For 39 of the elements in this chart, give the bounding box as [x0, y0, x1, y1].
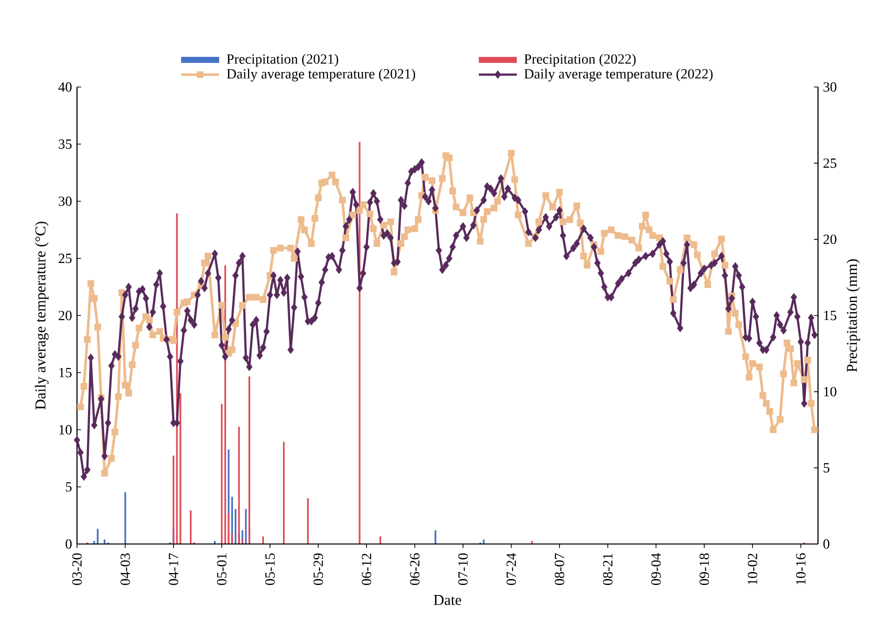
x-tick-label: 10-16	[796, 553, 806, 584]
legend-label: Daily average temperature (2022)	[524, 68, 713, 82]
x-axis-title: Date	[434, 595, 462, 606]
y-tick-label: 30	[58, 196, 72, 206]
x-tick-label: 05-01	[217, 554, 226, 585]
y-tick-label: 5	[66, 482, 72, 492]
x-tick-label: 05-29	[314, 553, 323, 585]
y-tick-label: 25	[58, 254, 72, 264]
y2-tick-label: 10	[824, 386, 836, 396]
legend-label: Precipitation (2021)	[226, 54, 338, 67]
x-tick-label: 09-18	[700, 553, 709, 585]
y2-axis-title: Precipitation (mm)	[846, 259, 860, 372]
x-tick-label: 05-15	[265, 553, 275, 585]
legend-label: Precipitation (2022)	[524, 54, 636, 67]
y2-tick-label: 25	[823, 158, 836, 168]
x-tick-label: 04-03	[120, 553, 130, 585]
y-tick-label: 10	[59, 425, 72, 434]
y-tick-label: 40	[58, 82, 72, 92]
y2-tick-label: 0	[823, 539, 830, 549]
y-tick-label: 35	[58, 139, 72, 149]
x-tick-label: 07-24	[506, 553, 516, 585]
x-tick-label: 03-20	[72, 553, 82, 585]
y2-tick-label: 20	[823, 234, 836, 244]
x-tick-label: 10-02	[748, 554, 758, 584]
y2-tick-label: 5	[824, 463, 830, 472]
x-tick-label: 07-10	[458, 553, 468, 585]
y-tick-label: 20	[58, 310, 72, 320]
legend-label: Daily average temperature (2021)	[226, 68, 416, 82]
x-tick-label: 08-07	[554, 553, 564, 585]
x-tick-label: 06-26	[410, 553, 420, 585]
x-tick-label: 06-12	[362, 554, 372, 585]
y2-tick-label: 30	[824, 82, 836, 92]
x-tick-label: 08-21	[603, 554, 612, 585]
y-axis-title: Daily average temperature (°C)	[34, 222, 49, 410]
x-tick-label: 09-04	[651, 553, 661, 585]
y-tick-label: 0	[66, 539, 72, 549]
x-tick-label: 04-17	[168, 553, 178, 585]
y2-tick-label: 15	[824, 310, 836, 320]
y-tick-label: 15	[59, 368, 72, 378]
